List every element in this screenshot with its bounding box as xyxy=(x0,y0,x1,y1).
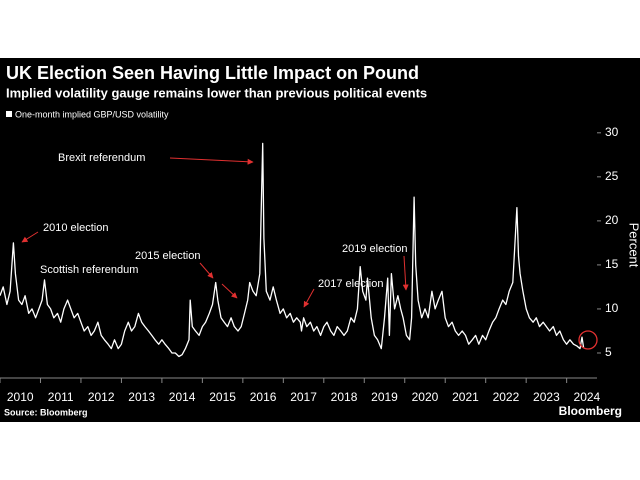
x-tick-label: 2010 xyxy=(7,390,34,404)
y-tick-label: 5 xyxy=(605,345,612,359)
x-tick-label: 2016 xyxy=(250,390,277,404)
x-tick-label: 2015 xyxy=(209,390,236,404)
annotation-arrow xyxy=(199,262,214,279)
series-line xyxy=(0,142,585,358)
x-tick-label: 2017 xyxy=(290,390,317,404)
highlight-circle xyxy=(578,330,598,350)
x-tick-label: 2020 xyxy=(412,390,439,404)
annotation: 2010 election xyxy=(43,222,108,234)
x-tick-label: 2013 xyxy=(128,390,155,404)
legend-swatch xyxy=(6,111,12,117)
brand: Bloomberg xyxy=(559,404,622,418)
x-tick-label: 2018 xyxy=(331,390,358,404)
annotation-arrow xyxy=(303,288,315,308)
background xyxy=(0,58,640,422)
y-tick-label: 30 xyxy=(605,125,619,139)
y-tick-label: 15 xyxy=(605,257,619,271)
y-axis-label: Percent xyxy=(627,223,640,268)
x-tick-label: 2019 xyxy=(371,390,398,404)
annotation: 2019 election xyxy=(342,243,407,255)
chart-title: UK Election Seen Having Little Impact on… xyxy=(6,63,419,83)
legend-label: One-month implied GBP/USD volatility xyxy=(15,109,169,119)
x-tick-label: 2023 xyxy=(533,390,560,404)
y-tick-label: 10 xyxy=(605,301,619,315)
annotation: Brexit referendum xyxy=(58,152,145,164)
x-tick-label: 2024 xyxy=(574,390,601,404)
y-tick-label: 20 xyxy=(605,213,619,227)
chart-subtitle: Implied volatility gauge remains lower t… xyxy=(6,85,427,100)
x-tick-label: 2022 xyxy=(493,390,520,404)
annotation: 2015 election xyxy=(135,250,200,262)
source: Source: Bloomberg xyxy=(4,407,88,417)
annotation-arrow xyxy=(221,283,238,299)
annotation: Scottish referendum xyxy=(40,264,138,276)
annotation-arrow xyxy=(169,157,254,165)
x-tick-label: 2011 xyxy=(48,390,74,404)
x-tick-label: 2014 xyxy=(169,390,196,404)
x-tick-label: 2012 xyxy=(88,390,115,404)
annotation: 2017 election xyxy=(318,278,383,290)
x-tick-label: 2021 xyxy=(452,390,479,404)
y-tick-label: 25 xyxy=(605,169,619,183)
annotation-arrow xyxy=(21,231,39,243)
annotation-arrow xyxy=(402,255,409,291)
